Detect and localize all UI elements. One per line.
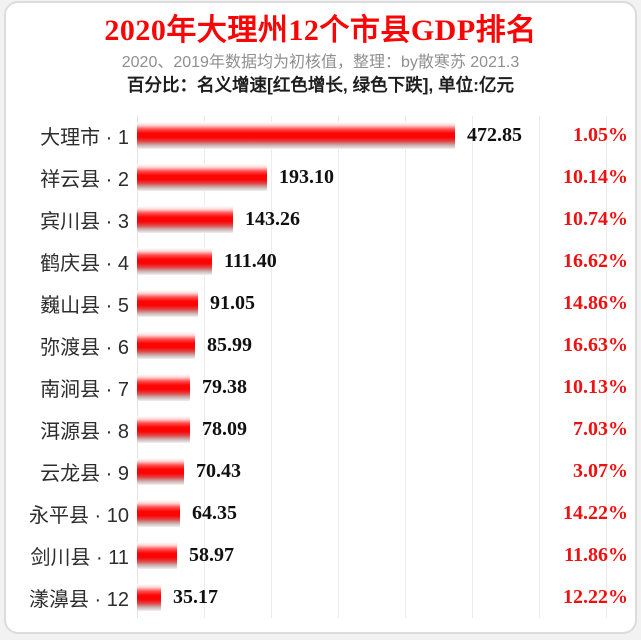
gdp-value-label: 79.38 (202, 375, 247, 398)
row-label: 洱源县 · 8 (40, 420, 129, 443)
chart-row: 洱源县 · 8 78.09 7.03% (6, 408, 635, 450)
growth-percent-label: 14.86% (563, 291, 628, 314)
chart-row: 鹤庆县 · 4 111.40 16.62% (6, 240, 635, 282)
gdp-bar (137, 583, 161, 611)
row-label: 剑川县 · 11 (30, 546, 129, 569)
growth-percent-label: 7.03% (573, 417, 628, 440)
gdp-value-label: 111.40 (224, 249, 277, 272)
bar-group: 472.85 (137, 114, 522, 156)
growth-percent-label: 16.62% (563, 249, 628, 272)
gdp-value-label: 70.43 (196, 459, 241, 482)
bar-group: 35.17 (137, 576, 218, 618)
bar-group: 70.43 (137, 450, 241, 492)
gdp-value-label: 64.35 (192, 501, 237, 524)
row-label: 漾濞县 · 12 (28, 588, 129, 611)
growth-percent-label: 14.22% (563, 501, 628, 524)
gdp-bar-chart: 大理市 · 1 472.85 1.05% 祥云县 · 2 193.10 10.1… (6, 114, 635, 618)
growth-percent-label: 10.74% (563, 207, 628, 230)
gdp-bar (137, 331, 195, 359)
growth-percent-label: 12.22% (563, 585, 628, 608)
row-label: 巍山县 · 5 (40, 294, 129, 317)
row-label: 宾川县 · 3 (40, 210, 129, 233)
subtitle-source: 2020、2019年数据均为初核值，整理：by散寒苏 2021.3 (121, 54, 520, 71)
row-label: 云龙县 · 9 (40, 462, 129, 485)
growth-percent-label: 10.13% (563, 375, 628, 398)
bar-group: 64.35 (137, 492, 237, 534)
gdp-value-label: 35.17 (173, 585, 218, 608)
page-title: 2020年大理州12个市县GDP排名 (104, 14, 537, 47)
growth-percent-label: 10.14% (563, 165, 628, 188)
gdp-bar (137, 541, 177, 569)
chart-row: 南涧县 · 7 79.38 10.13% (6, 366, 635, 408)
row-label: 大理市 · 1 (40, 126, 129, 149)
gdp-value-label: 58.97 (189, 543, 234, 566)
gdp-bar (137, 457, 184, 485)
bar-group: 78.09 (137, 408, 247, 450)
bar-group: 85.99 (137, 324, 252, 366)
gdp-value-label: 91.05 (210, 291, 255, 314)
gdp-value-label: 472.85 (467, 123, 522, 146)
chart-row: 祥云县 · 2 193.10 10.14% (6, 156, 635, 198)
chart-row: 剑川县 · 11 58.97 11.86% (6, 534, 635, 576)
bar-group: 193.10 (137, 156, 334, 198)
chart-header: 2020年大理州12个市县GDP排名 2020、2019年数据均为初核值，整理：… (6, 3, 635, 97)
gdp-bar (137, 247, 212, 275)
row-label: 南涧县 · 7 (40, 378, 129, 401)
bar-group: 91.05 (137, 282, 255, 324)
gdp-bar (137, 121, 455, 149)
growth-percent-label: 11.86% (564, 543, 628, 566)
growth-percent-label: 16.63% (563, 333, 628, 356)
chart-row: 永平县 · 10 64.35 14.22% (6, 492, 635, 534)
chart-row: 弥渡县 · 6 85.99 16.63% (6, 324, 635, 366)
chart-row: 漾濞县 · 12 35.17 12.22% (6, 576, 635, 618)
bar-group: 143.26 (137, 198, 300, 240)
subtitle-legend: 百分比：名义增速[红色增长, 绿色下跌], 单位:亿元 (127, 75, 514, 95)
row-label: 永平县 · 10 (28, 504, 129, 527)
gdp-value-label: 78.09 (202, 417, 247, 440)
gdp-value-label: 143.26 (245, 207, 300, 230)
chart-row: 宾川县 · 3 143.26 10.74% (6, 198, 635, 240)
gdp-value-label: 193.10 (279, 165, 334, 188)
bar-group: 79.38 (137, 366, 247, 408)
bar-group: 58.97 (137, 534, 234, 576)
gdp-bar (137, 205, 233, 233)
gridlines (137, 116, 608, 618)
growth-percent-label: 3.07% (573, 459, 628, 482)
chart-row: 巍山县 · 5 91.05 14.86% (6, 282, 635, 324)
chart-row: 云龙县 · 9 70.43 3.07% (6, 450, 635, 492)
chart-rows: 大理市 · 1 472.85 1.05% 祥云县 · 2 193.10 10.1… (6, 114, 635, 618)
gdp-value-label: 85.99 (207, 333, 252, 356)
chart-row: 大理市 · 1 472.85 1.05% (6, 114, 635, 156)
gdp-bar (137, 415, 190, 443)
bar-group: 111.40 (137, 240, 277, 282)
row-label: 弥渡县 · 6 (40, 336, 129, 359)
gdp-bar (137, 289, 198, 317)
gdp-bar (137, 499, 180, 527)
gdp-bar (137, 373, 190, 401)
row-label: 祥云县 · 2 (40, 168, 129, 191)
gdp-bar (137, 163, 267, 191)
growth-percent-label: 1.05% (573, 123, 628, 146)
row-label: 鹤庆县 · 4 (40, 252, 129, 275)
chart-card: 2020年大理州12个市县GDP排名 2020、2019年数据均为初核值，整理：… (4, 1, 637, 634)
